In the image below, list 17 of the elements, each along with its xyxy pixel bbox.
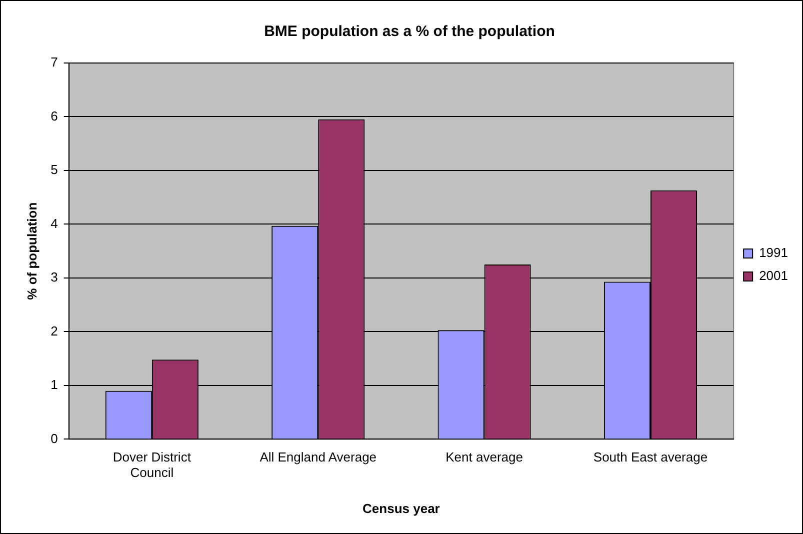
legend-label: 2001 bbox=[759, 268, 788, 284]
y-tick-label: 6 bbox=[50, 108, 58, 124]
y-tick-label: 2 bbox=[50, 323, 58, 338]
y-tick-label: 4 bbox=[50, 216, 58, 231]
x-tick-label: Dover District Council bbox=[112, 450, 192, 480]
y-axis-title: % of population bbox=[24, 202, 40, 300]
y-tick-label: 7 bbox=[50, 54, 58, 70]
x-tick-label: All England Average bbox=[260, 450, 377, 465]
y-tick-label: 3 bbox=[50, 270, 58, 285]
chart-title: BME population as a % of the population bbox=[264, 23, 555, 40]
x-axis-title: Census year bbox=[362, 500, 440, 516]
x-tick-label: Kent average bbox=[446, 450, 523, 465]
y-tick-label: 0 bbox=[50, 430, 58, 446]
legend-label: 1991 bbox=[759, 245, 788, 260]
y-tick-label: 5 bbox=[50, 162, 58, 178]
y-tick-label: 1 bbox=[50, 377, 58, 392]
x-tick-label: South East average bbox=[593, 450, 708, 465]
